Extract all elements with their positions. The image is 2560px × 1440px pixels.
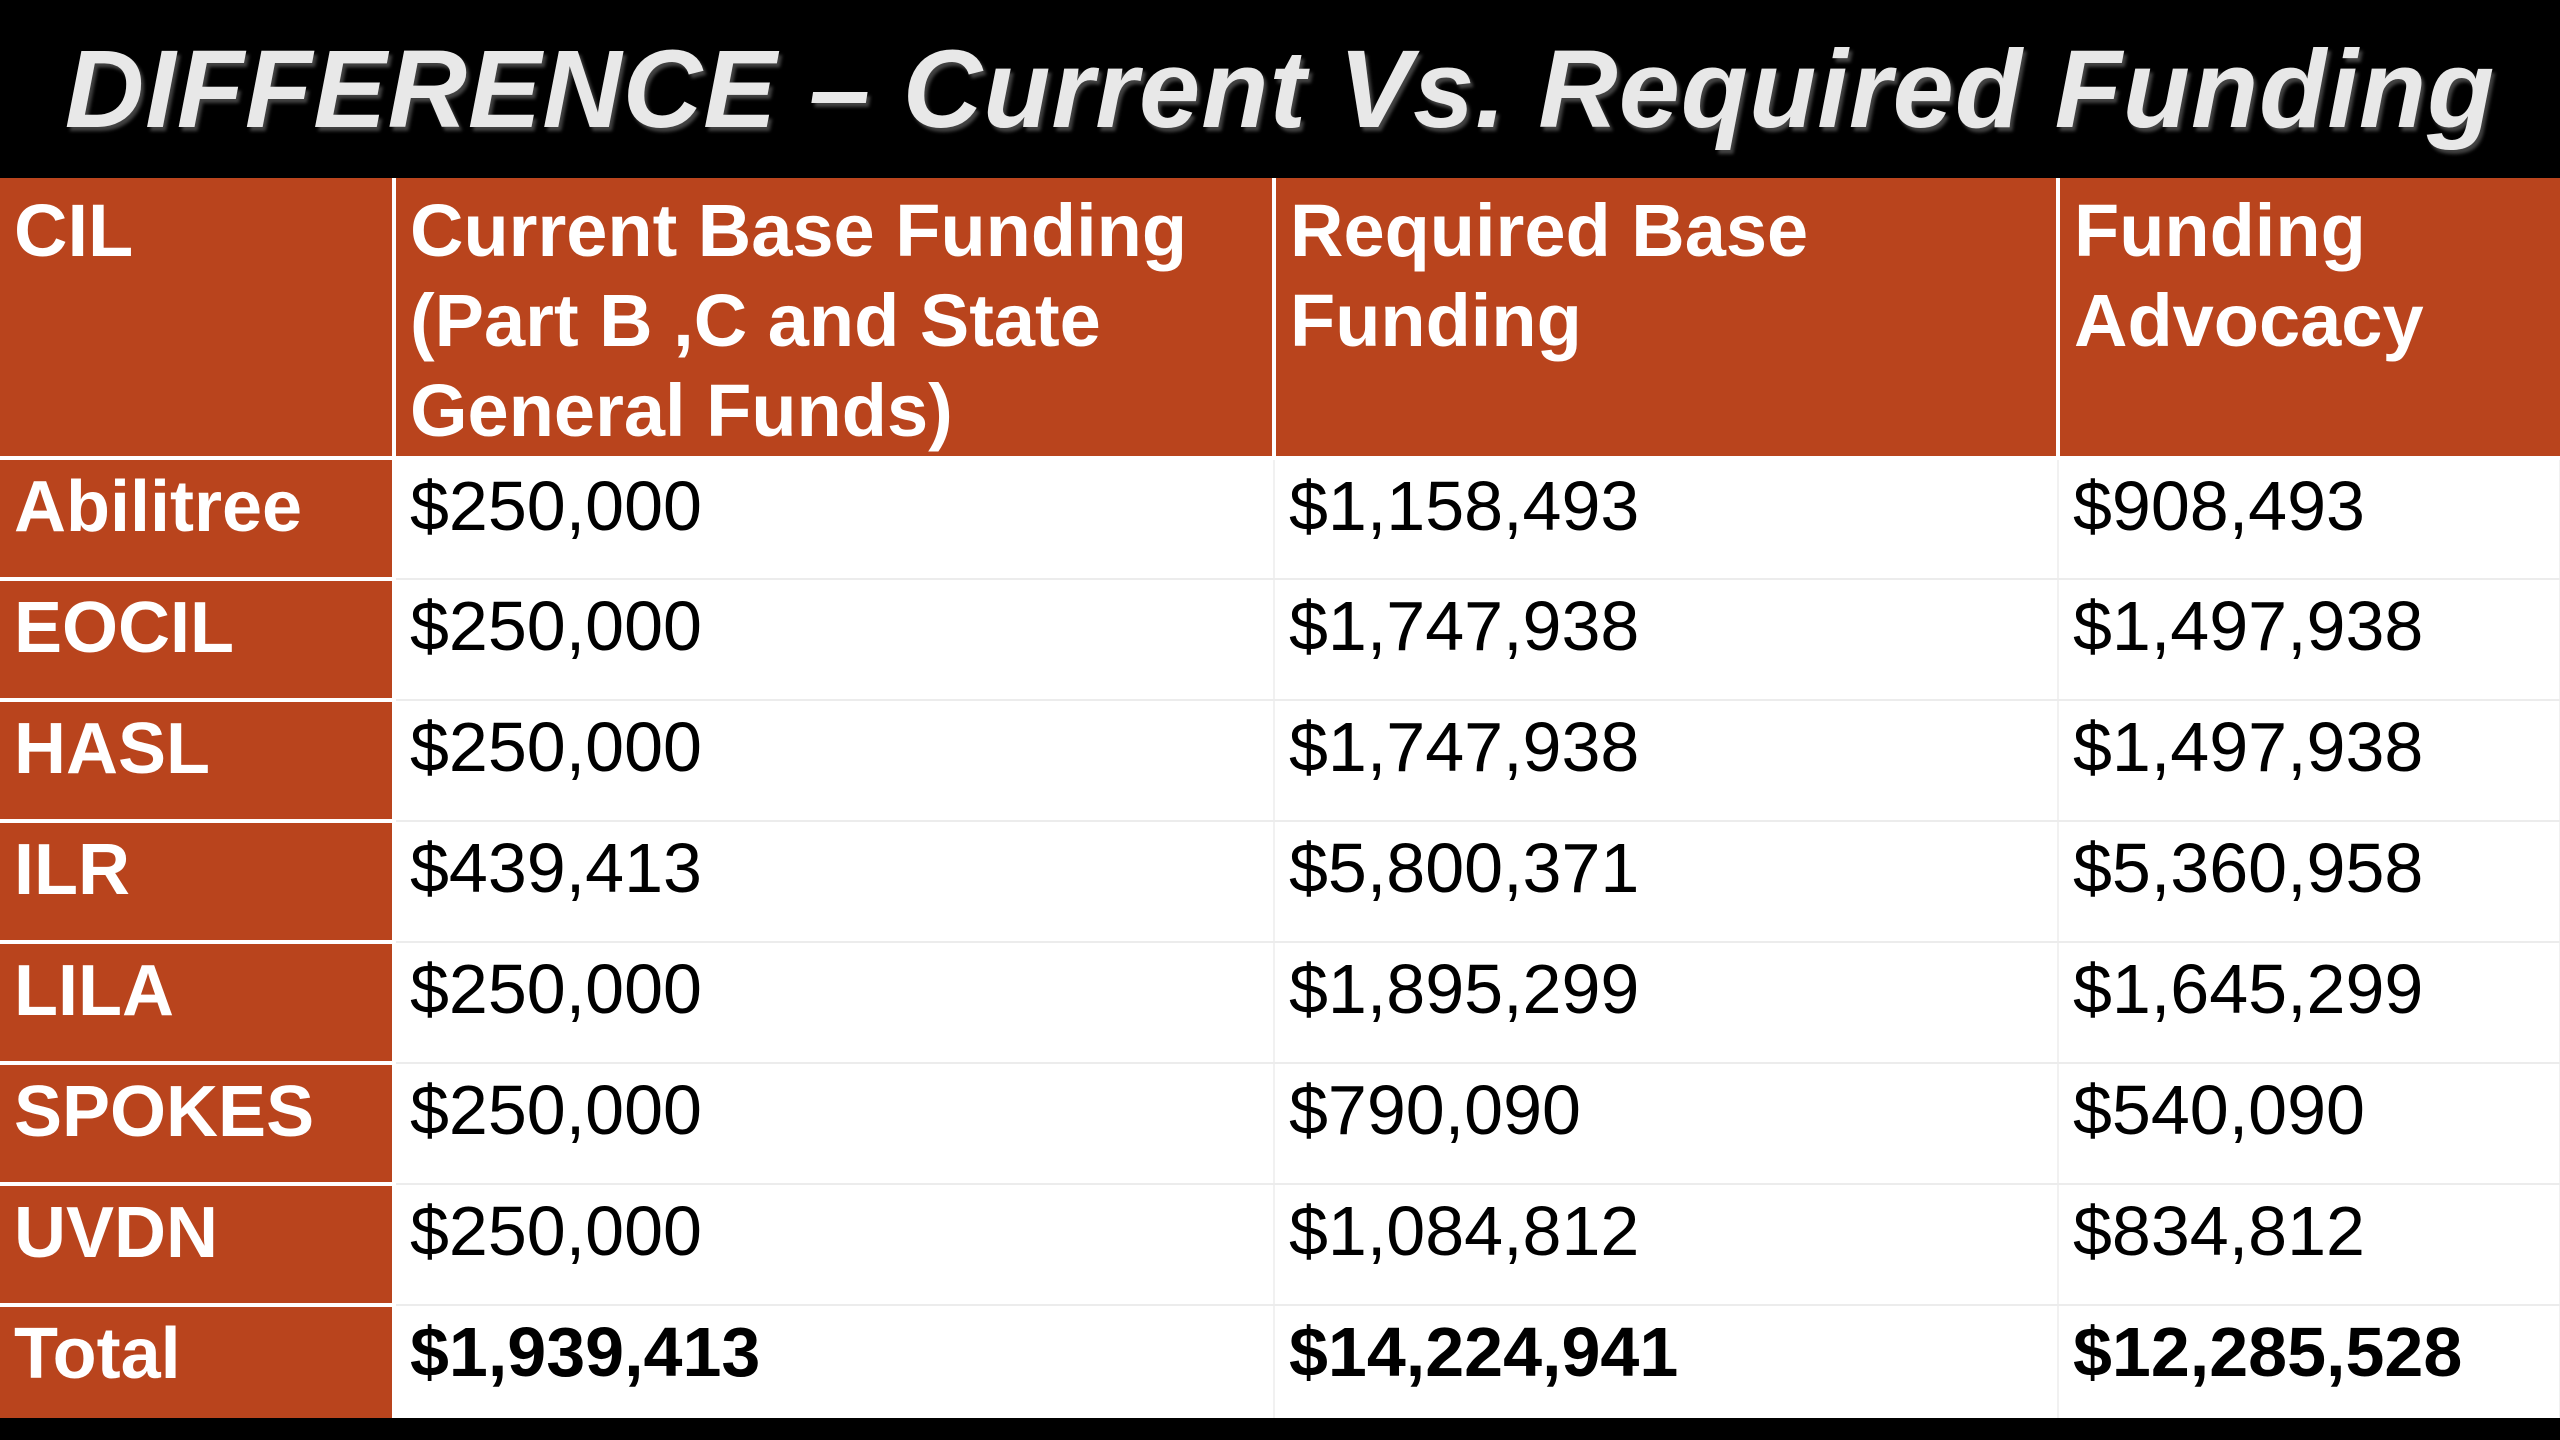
table-row: UVDN $250,000 $1,084,812 $834,812 — [0, 1184, 2560, 1307]
funding-advocacy-cell: $908,493 — [2058, 458, 2560, 580]
cil-name: UVDN — [0, 1184, 396, 1307]
current-funding-cell: $250,000 — [394, 579, 1275, 701]
total-funding-advocacy: $12,285,528 — [2058, 1305, 2560, 1430]
cil-name: ILR — [0, 821, 396, 944]
current-funding-cell: $439,413 — [394, 821, 1275, 943]
required-funding-cell: $1,158,493 — [1274, 458, 2059, 580]
cil-name: LILA — [0, 942, 396, 1065]
slide-title: DIFFERENCE – Current Vs. Required Fundin… — [64, 27, 2496, 151]
table-row: EOCIL $250,000 $1,747,938 $1,497,938 — [0, 579, 2560, 702]
column-header-current-funding: Current Base Funding (Part B ,C and Stat… — [394, 178, 1276, 460]
required-funding-cell: $5,800,371 — [1274, 821, 2059, 943]
column-header-cil: CIL — [0, 178, 396, 460]
current-funding-cell: $250,000 — [394, 700, 1275, 822]
column-header-funding-advocacy: Funding Advocacy — [2058, 178, 2560, 460]
total-row: Total $1,939,413 $14,224,941 $12,285,528 — [0, 1305, 2560, 1431]
cil-name: HASL — [0, 700, 396, 823]
funding-advocacy-cell: $1,497,938 — [2058, 700, 2560, 822]
required-funding-cell: $790,090 — [1274, 1063, 2059, 1185]
table-row: ILR $439,413 $5,800,371 $5,360,958 — [0, 821, 2560, 944]
table-row: Abilitree $250,000 $1,158,493 $908,493 — [0, 458, 2560, 581]
table-row: SPOKES $250,000 $790,090 $540,090 — [0, 1063, 2560, 1186]
current-funding-cell: $250,000 — [394, 1063, 1275, 1185]
current-funding-cell: $250,000 — [394, 942, 1275, 1064]
funding-advocacy-cell: $1,645,299 — [2058, 942, 2560, 1064]
cil-name: SPOKES — [0, 1063, 396, 1186]
funding-table: CIL Current Base Funding (Part B ,C and … — [0, 178, 2560, 1431]
funding-advocacy-cell: $540,090 — [2058, 1063, 2560, 1185]
bottom-border-bar — [0, 1418, 2560, 1440]
required-funding-cell: $1,895,299 — [1274, 942, 2059, 1064]
table-header-row: CIL Current Base Funding (Part B ,C and … — [0, 178, 2560, 460]
current-funding-cell: $250,000 — [394, 1184, 1275, 1306]
table-row: LILA $250,000 $1,895,299 $1,645,299 — [0, 942, 2560, 1065]
cil-name: Abilitree — [0, 458, 396, 581]
total-required-funding: $14,224,941 — [1274, 1305, 2059, 1430]
funding-advocacy-cell: $5,360,958 — [2058, 821, 2560, 943]
column-header-required-funding: Required Base Funding — [1274, 178, 2060, 460]
total-current-funding: $1,939,413 — [394, 1305, 1275, 1430]
total-label: Total — [0, 1305, 396, 1431]
current-funding-cell: $250,000 — [394, 458, 1275, 580]
required-funding-cell: $1,747,938 — [1274, 700, 2059, 822]
required-funding-cell: $1,747,938 — [1274, 579, 2059, 701]
funding-advocacy-cell: $1,497,938 — [2058, 579, 2560, 701]
table-row: HASL $250,000 $1,747,938 $1,497,938 — [0, 700, 2560, 823]
required-funding-cell: $1,084,812 — [1274, 1184, 2059, 1306]
funding-advocacy-cell: $834,812 — [2058, 1184, 2560, 1306]
cil-name: EOCIL — [0, 579, 396, 702]
